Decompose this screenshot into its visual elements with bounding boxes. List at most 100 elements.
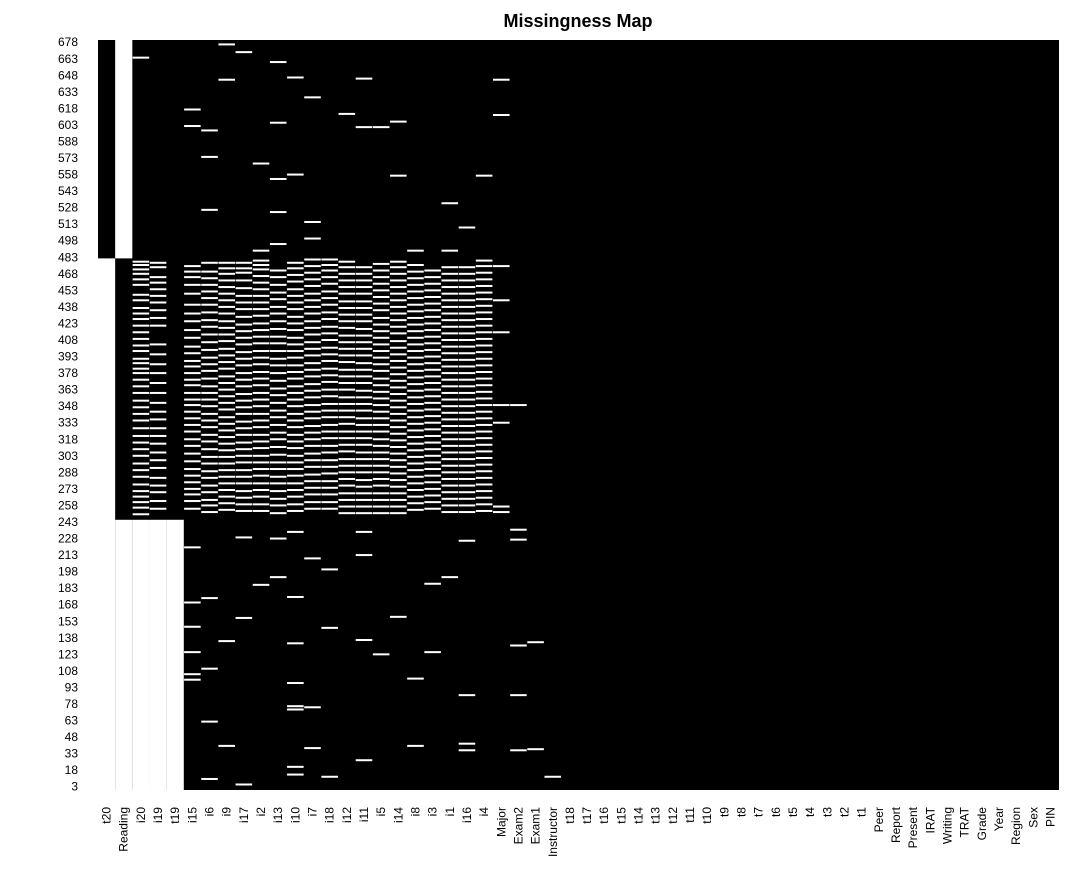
missing-cell-i3 (424, 329, 441, 332)
missing-cell-i13 (269, 269, 287, 272)
missing-cell-i15 (184, 678, 201, 681)
missing-cell-i6 (201, 303, 218, 306)
missing-cell-i3 (424, 355, 441, 358)
missing-cells (98, 40, 562, 790)
missing-cell-i11 (355, 382, 373, 385)
missing-cell-i15 (184, 481, 201, 484)
missing-cell-i11 (355, 639, 373, 641)
y-tick-label: 423 (58, 316, 78, 330)
missing-cell-i3 (424, 448, 441, 451)
missing-cell-i20 (132, 427, 150, 430)
missing-cell-i5 (372, 512, 390, 515)
y-tick-label: 183 (58, 581, 78, 595)
y-tick-label: 93 (65, 680, 79, 694)
missing-cell-i9 (218, 267, 235, 270)
y-tick-label: 318 (58, 432, 78, 446)
missing-cell-i11 (355, 77, 373, 80)
missing-cell-i4 (475, 430, 493, 433)
missing-cell-i16 (458, 299, 476, 302)
missing-cell-i4 (475, 437, 493, 440)
missing-cell-i13 (269, 61, 287, 64)
missing-cell-i3 (424, 501, 441, 504)
y-tick-label: 393 (58, 350, 78, 364)
missing-cell-i13 (269, 475, 287, 478)
missing-cell-i5 (372, 295, 390, 298)
missing-cell-i4 (475, 390, 493, 393)
missing-cell-i9 (218, 744, 235, 747)
missing-cell-i18 (321, 459, 338, 462)
missing-cell-i6 (201, 419, 218, 422)
missing-cell-i5 (372, 276, 390, 279)
missing-cell-exam1 (527, 748, 544, 751)
missing-cell-i18 (321, 568, 338, 571)
missing-cell-i8 (407, 469, 424, 472)
missing-cell-i8 (407, 323, 424, 326)
missing-cell-i5 (372, 336, 390, 339)
missing-cell-i7 (304, 305, 321, 308)
missing-cell-i3 (424, 487, 441, 490)
missing-cell-i16 (458, 742, 476, 745)
missing-cell-i10 (287, 412, 304, 415)
missing-cell-i16 (458, 511, 476, 514)
missing-cell-i10 (287, 350, 304, 353)
missing-cell-i20 (132, 385, 150, 388)
missing-cell-i13 (269, 409, 287, 412)
missing-cell-i10 (287, 315, 304, 318)
missing-cell-i16 (458, 391, 476, 394)
y-tick-label: 468 (58, 267, 78, 281)
missing-cell-i18 (321, 465, 338, 468)
missing-cell-i1 (441, 266, 459, 269)
missing-cell-i9 (218, 78, 235, 81)
missing-cell-i1 (441, 312, 459, 315)
missing-cell-i5 (372, 505, 390, 508)
missing-cell-i11 (355, 286, 373, 289)
missing-cell-i20 (132, 56, 150, 59)
missing-cell-i10 (287, 433, 304, 436)
missing-cell-i17 (235, 461, 253, 464)
missing-cell-i7 (304, 396, 321, 399)
missing-cell-i15 (184, 625, 201, 628)
missing-cell-i12 (338, 450, 356, 453)
missing-cell-i6 (201, 290, 218, 293)
missing-cell-i10 (287, 398, 304, 401)
missing-cell-i12 (338, 437, 356, 440)
missing-cell-i1 (441, 305, 459, 308)
missing-cell-i3 (424, 375, 441, 378)
missing-cell-i4 (475, 265, 493, 268)
missing-cell-i1 (441, 411, 459, 414)
x-tick-label: i7 (306, 807, 320, 817)
missing-cell-i1 (441, 451, 459, 454)
missing-cell-i5 (372, 390, 390, 393)
missing-cell-i12 (338, 492, 356, 495)
missing-cell-i17 (235, 783, 253, 786)
missing-cell-i2 (252, 433, 270, 436)
missing-cell-i15 (184, 384, 201, 387)
missing-cell-major (493, 299, 510, 302)
missing-cell-i6 (201, 363, 218, 366)
missing-cell-i16 (458, 358, 476, 361)
missing-cell-i17 (235, 336, 253, 339)
missing-cell-i9 (218, 502, 235, 505)
missing-cell-i15 (184, 359, 201, 362)
missing-cell-i14 (390, 406, 407, 409)
missing-cell-i20 (132, 434, 150, 437)
missing-cell-i15 (184, 108, 201, 111)
missing-cell-major (493, 404, 510, 407)
y-tick-label: 243 (58, 515, 78, 529)
missing-cell-i11 (355, 126, 373, 129)
missing-cell-i19 (149, 476, 167, 479)
missing-cell-i18 (321, 430, 338, 433)
missing-cell-i2 (252, 301, 270, 304)
missing-cell-i3 (424, 276, 441, 279)
missing-cell-i14 (390, 272, 407, 275)
missing-cell-i1 (441, 484, 459, 487)
y-tick-label: 333 (58, 416, 78, 430)
missing-cell-i9 (218, 388, 235, 391)
missing-cell-i10 (287, 273, 304, 276)
missing-cell-i6 (201, 504, 218, 507)
missing-cell-i8 (407, 376, 424, 379)
missing-cell-i9 (218, 408, 235, 411)
missing-cell-i11 (355, 320, 373, 323)
missing-cell-i12 (338, 313, 356, 316)
missing-cell-i8 (407, 442, 424, 445)
